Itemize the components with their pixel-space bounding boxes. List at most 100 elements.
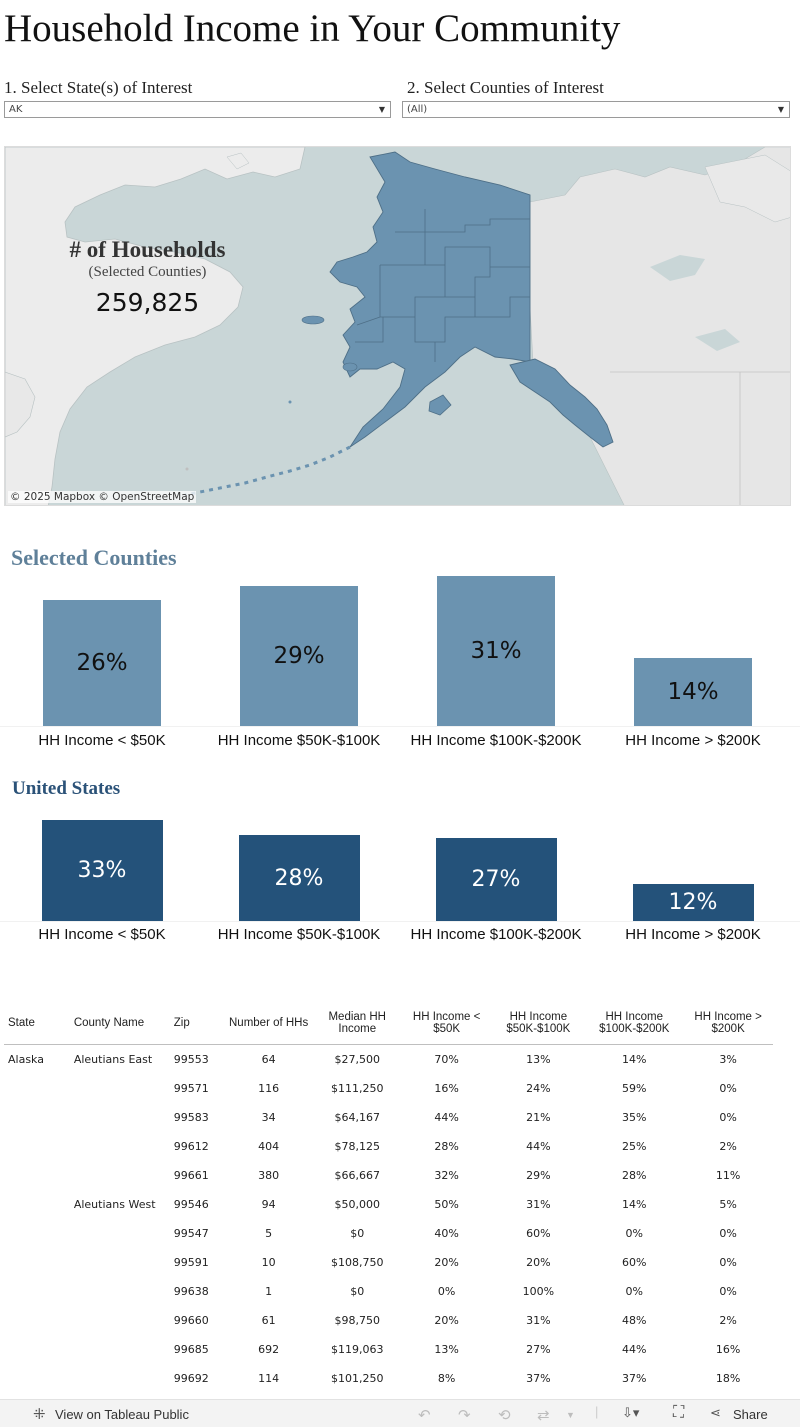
table-row[interactable]: 99685 692 $119,063 13% 27% 44% 16% bbox=[4, 1335, 773, 1364]
table-cell: 28% bbox=[622, 1169, 647, 1182]
table-cell: Aleutians East bbox=[73, 1053, 153, 1066]
bar[interactable]: 26% bbox=[43, 600, 161, 726]
bar-column: 28% bbox=[204, 816, 394, 921]
view-on-tableau-link[interactable]: View on Tableau Public bbox=[55, 1407, 189, 1422]
arctic-island bbox=[704, 154, 790, 223]
bar-value-label: 26% bbox=[76, 650, 128, 676]
fullscreen-icon[interactable]: ⛶ bbox=[673, 1404, 685, 1421]
col-header-county[interactable]: County Name bbox=[69, 1002, 170, 1045]
table-cell: $0 bbox=[350, 1227, 365, 1240]
download-icon[interactable]: ⇩▾ bbox=[622, 1405, 640, 1420]
table-cell: 60% bbox=[622, 1256, 647, 1269]
share-button[interactable]: Share bbox=[733, 1407, 768, 1422]
table-cell bbox=[70, 1364, 170, 1393]
table-row[interactable]: 99547 5 $0 40% 60% 0% 0% bbox=[4, 1219, 773, 1248]
table-row[interactable]: 99591 10 $108,750 20% 20% 60% 0% bbox=[4, 1248, 773, 1277]
table-cell bbox=[70, 1161, 170, 1190]
zip-income-table: State County Name Zip Number of HHs Medi… bbox=[4, 1002, 773, 1393]
chevron-down-icon[interactable]: ▼ bbox=[566, 1410, 575, 1420]
households-map[interactable]: # of Households (Selected Counties) 259,… bbox=[4, 146, 791, 506]
col-header-lt50k[interactable]: HH Income < $50K bbox=[401, 1002, 492, 1045]
table-row[interactable]: Alaska Aleutians East 99553 64 $27,500 70% 13%… bbox=[4, 1045, 773, 1075]
col-header-hhs[interactable]: Number of HHs bbox=[224, 1002, 313, 1045]
table-cell: 44% bbox=[622, 1343, 647, 1356]
category-label: HH Income > $200K bbox=[625, 732, 761, 749]
table-cell bbox=[4, 1364, 70, 1393]
map-attribution[interactable]: © 2025 Mapbox © OpenStreetMap bbox=[8, 491, 197, 503]
table-row[interactable]: 99583 34 $64,167 44% 21% 35% 0% bbox=[4, 1103, 773, 1132]
table-cell: 37% bbox=[622, 1372, 647, 1385]
table-cell: 99583 bbox=[173, 1111, 209, 1124]
bar-value-label: 29% bbox=[273, 643, 325, 669]
table-cell bbox=[70, 1074, 170, 1103]
refresh-icon[interactable]: ⇄ bbox=[537, 1407, 550, 1424]
bar[interactable]: 27% bbox=[435, 838, 557, 921]
table-cell: 3% bbox=[719, 1053, 737, 1066]
table-cell: $0 bbox=[350, 1285, 365, 1298]
bar[interactable]: 29% bbox=[240, 586, 358, 726]
table-cell: $119,063 bbox=[330, 1343, 384, 1356]
kodiak-island bbox=[428, 394, 452, 416]
state-select[interactable]: AK ▼ bbox=[4, 101, 391, 118]
category-label: HH Income < $50K bbox=[38, 926, 166, 943]
undo-icon[interactable]: ↶ bbox=[418, 1407, 431, 1424]
canada-lake-2 bbox=[695, 329, 740, 351]
table-cell: 20% bbox=[434, 1256, 459, 1269]
bar[interactable]: 28% bbox=[238, 835, 360, 921]
table-row[interactable]: 99571 116 $111,250 16% 24% 59% 0% bbox=[4, 1074, 773, 1103]
table-cell: 31% bbox=[526, 1314, 551, 1327]
table-row[interactable]: 99661 380 $66,667 32% 29% 28% 11% bbox=[4, 1161, 773, 1190]
table-cell: 380 bbox=[258, 1169, 280, 1182]
table-cell: $111,250 bbox=[330, 1082, 384, 1095]
table-row[interactable]: 99692 114 $101,250 8% 37% 37% 18% bbox=[4, 1364, 773, 1393]
siberia-landmass bbox=[5, 147, 306, 505]
table-header-row: State County Name Zip Number of HHs Medi… bbox=[4, 1002, 773, 1045]
revert-icon[interactable]: ⟲ bbox=[498, 1407, 511, 1424]
pribilof-island bbox=[288, 400, 292, 404]
united-states-chart: 33% HH Income < $50K 28% HH Income $50K-$10… bbox=[0, 816, 800, 946]
table-cell: 44% bbox=[434, 1111, 459, 1124]
chevron-down-icon: ▼ bbox=[378, 105, 385, 114]
bar-column: 31% bbox=[401, 572, 591, 726]
col-header-100-200k[interactable]: HH Income $100K-$200K bbox=[585, 1002, 684, 1045]
share-icon[interactable]: ⋖ bbox=[710, 1405, 721, 1420]
table-cell: 99591 bbox=[173, 1256, 209, 1269]
table-cell: 59% bbox=[622, 1082, 647, 1095]
bar[interactable]: 12% bbox=[632, 884, 754, 921]
table-cell: 0% bbox=[719, 1082, 737, 1095]
col-header-zip[interactable]: Zip bbox=[169, 1002, 225, 1045]
table-cell: 20% bbox=[526, 1256, 551, 1269]
table-row[interactable]: 99660 61 $98,750 20% 31% 48% 2% bbox=[4, 1306, 773, 1335]
table-row[interactable]: 99638 1 $0 0% 100% 0% 0% bbox=[4, 1277, 773, 1306]
table-row[interactable]: 99612 404 $78,125 28% 44% 25% 2% bbox=[4, 1132, 773, 1161]
col-header-gt200k[interactable]: HH Income > $200K bbox=[683, 1002, 773, 1045]
table-cell: 16% bbox=[434, 1082, 459, 1095]
county-select[interactable]: (All) ▼ bbox=[402, 101, 790, 118]
tableau-icon[interactable]: ⁜ bbox=[33, 1406, 46, 1423]
col-header-median[interactable]: Median HH Income bbox=[312, 1002, 402, 1045]
table-cell: Aleutians West bbox=[73, 1198, 156, 1211]
bar[interactable]: 14% bbox=[634, 658, 752, 726]
col-header-50-100k[interactable]: HH Income $50K-$100K bbox=[491, 1002, 586, 1045]
bar-value-label: 31% bbox=[470, 638, 522, 664]
bar-column: 33% bbox=[7, 816, 197, 921]
table-cell: 99546 bbox=[173, 1198, 209, 1211]
island-bering bbox=[226, 152, 250, 170]
table-cell: 8% bbox=[437, 1372, 456, 1385]
map-canvas[interactable] bbox=[5, 147, 791, 506]
state-filter-label: 1. Select State(s) of Interest bbox=[4, 78, 193, 97]
bar-column: 27% bbox=[401, 816, 591, 921]
table-cell bbox=[70, 1132, 170, 1161]
table-cell: $108,750 bbox=[330, 1256, 384, 1269]
bar[interactable]: 33% bbox=[41, 820, 163, 921]
bar[interactable]: 31% bbox=[437, 576, 555, 726]
table-cell: 14% bbox=[622, 1198, 647, 1211]
table-cell: 0% bbox=[719, 1285, 737, 1298]
table-cell: 2% bbox=[719, 1314, 737, 1327]
redo-icon[interactable]: ↷ bbox=[458, 1407, 471, 1424]
table-row[interactable]: Aleutians West 99546 94 $50,000 50% 31% 14% 5% bbox=[4, 1190, 773, 1219]
col-header-state[interactable]: State bbox=[4, 1002, 70, 1045]
table-cell: 32% bbox=[434, 1169, 459, 1182]
bar-value-label: 33% bbox=[77, 858, 127, 883]
table-cell: 116 bbox=[258, 1082, 280, 1095]
